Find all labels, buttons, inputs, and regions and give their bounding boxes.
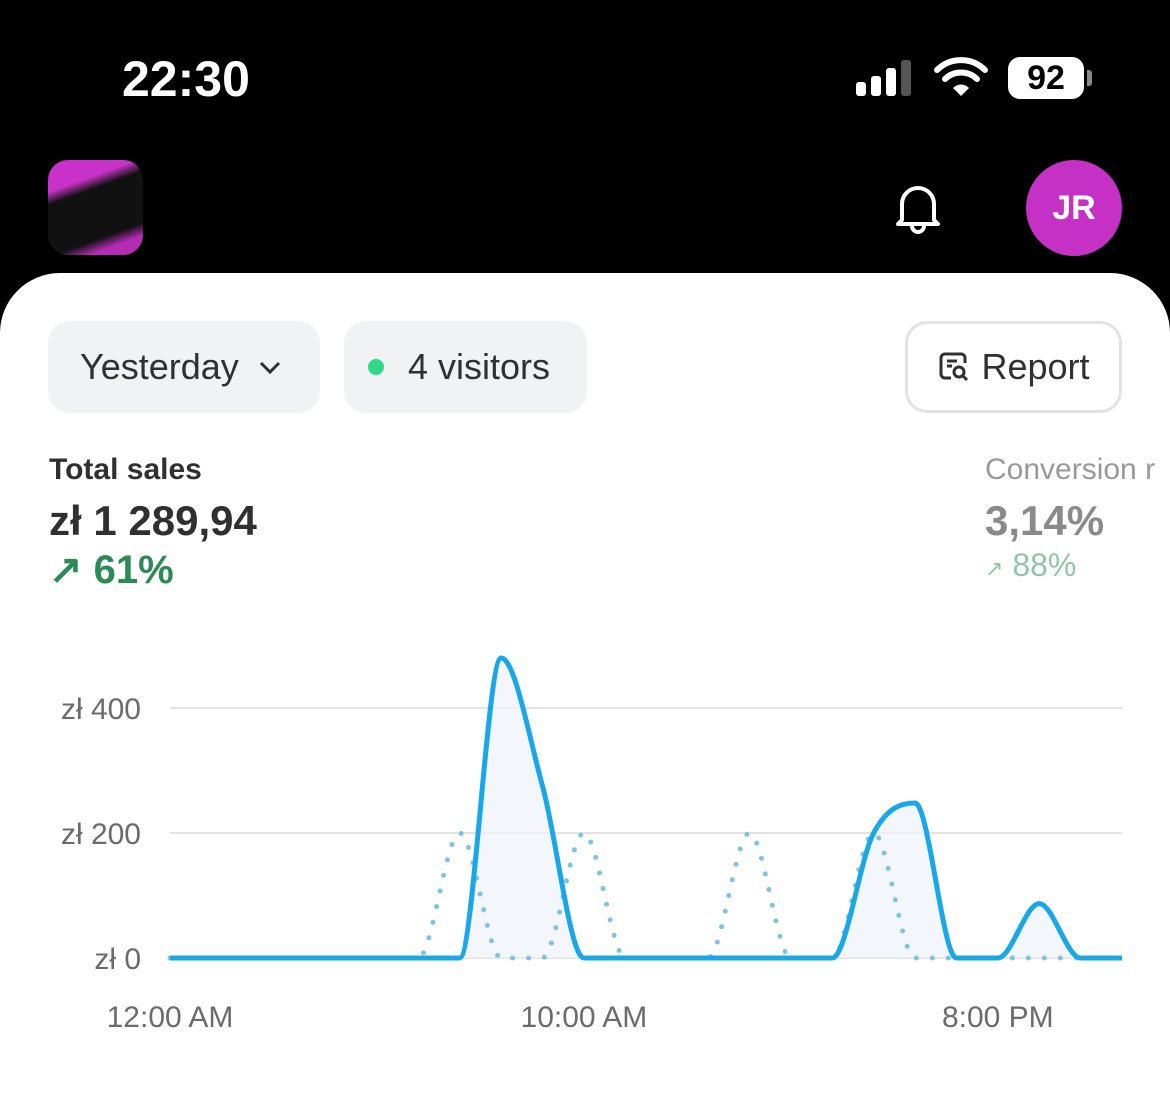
series-line-yesterday — [169, 655, 1122, 961]
arrow-up-right-icon: ↗ — [985, 556, 1004, 581]
metric-change: ↗ 61% — [49, 548, 174, 592]
arrow-up-right-icon: ↗ — [49, 548, 83, 592]
report-button[interactable]: Report — [905, 321, 1122, 413]
x-tick-label: 12:00 AM — [107, 1001, 234, 1034]
metric-change: ↗ 88% — [985, 547, 1077, 583]
visitors-count: 4 visitors — [408, 346, 551, 387]
metric-conversion-rate[interactable]: Conversion r 3,14% ↗ 88% — [985, 453, 1155, 584]
report-label: Report — [981, 346, 1090, 387]
cellular-signal-icon — [856, 60, 911, 96]
metric-value: 3,14% — [985, 497, 1105, 544]
clock: 22:30 — [122, 51, 250, 107]
metric-label: Total sales — [49, 453, 202, 486]
series-line-previous-period — [167, 830, 1125, 961]
metric-total-sales[interactable]: Total sales zł 1 289,94 ↗ 61% — [49, 453, 257, 593]
y-tick-label: zł 0 — [94, 943, 141, 976]
live-dot-icon — [368, 359, 384, 375]
chevron-down-icon — [259, 361, 280, 375]
date-range-label: Yesterday — [80, 346, 239, 387]
status-bar: 22:30 92 — [0, 0, 1170, 150]
x-tick-label: 10:00 AM — [521, 1001, 648, 1034]
store-logo[interactable] — [48, 160, 143, 255]
y-tick-label: zł 400 — [61, 693, 141, 726]
x-tick-label: 8:00 PM — [942, 1001, 1054, 1034]
series-area-fill — [170, 658, 1122, 958]
battery-level: 92 — [1008, 57, 1084, 99]
live-visitors-badge[interactable]: 4 visitors — [344, 321, 587, 413]
date-range-dropdown[interactable]: Yesterday — [48, 321, 320, 413]
user-avatar[interactable]: JR — [1026, 160, 1122, 256]
notification-bell-icon[interactable] — [888, 178, 948, 238]
metric-value: zł 1 289,94 — [49, 497, 257, 544]
metric-label: Conversion r — [985, 453, 1156, 486]
report-search-icon — [939, 352, 969, 382]
battery-icon — [1087, 70, 1092, 86]
y-tick-label: zł 200 — [61, 818, 141, 851]
wifi-icon — [934, 57, 988, 96]
